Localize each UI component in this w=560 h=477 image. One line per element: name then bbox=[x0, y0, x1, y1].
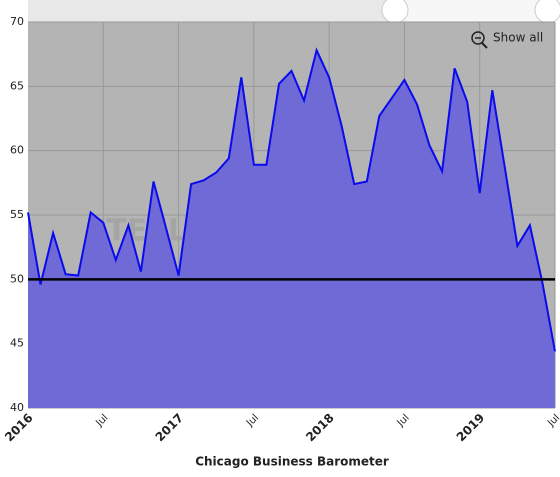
x-tick-label: 2016 bbox=[2, 411, 36, 445]
area bbox=[28, 50, 555, 409]
y-tick-label: 50 bbox=[10, 272, 24, 285]
navigator-handle[interactable] bbox=[381, 0, 409, 24]
x-axis-title: Chicago Business Barometer bbox=[195, 455, 389, 469]
x-tick-label: Jul bbox=[395, 412, 412, 429]
zoom-icon bbox=[471, 31, 485, 45]
x-tick-label: 2018 bbox=[303, 411, 337, 445]
line bbox=[27, 47, 556, 352]
button-label[interactable]: Show all bbox=[493, 31, 543, 45]
show-all-button[interactable]: Show all bbox=[471, 31, 543, 49]
y-tick-label: 70 bbox=[10, 15, 24, 28]
y-tick-label: 45 bbox=[10, 337, 24, 350]
x-tick-label: Jul bbox=[94, 412, 111, 429]
y-tick-label: 60 bbox=[10, 144, 24, 157]
navigator-window[interactable] bbox=[395, 0, 548, 22]
zoom-icon bbox=[481, 42, 488, 49]
x-tick-label: Jul bbox=[244, 412, 261, 429]
y-tick-label: 65 bbox=[10, 79, 24, 92]
navigator-handle[interactable] bbox=[534, 0, 560, 24]
y-tick-label: 55 bbox=[10, 208, 24, 221]
x-tick-label: Jul bbox=[545, 412, 560, 429]
x-tick-label: 2017 bbox=[153, 411, 187, 445]
x-tick-label: 2019 bbox=[454, 411, 488, 445]
y-tick-label: 40 bbox=[10, 401, 24, 414]
